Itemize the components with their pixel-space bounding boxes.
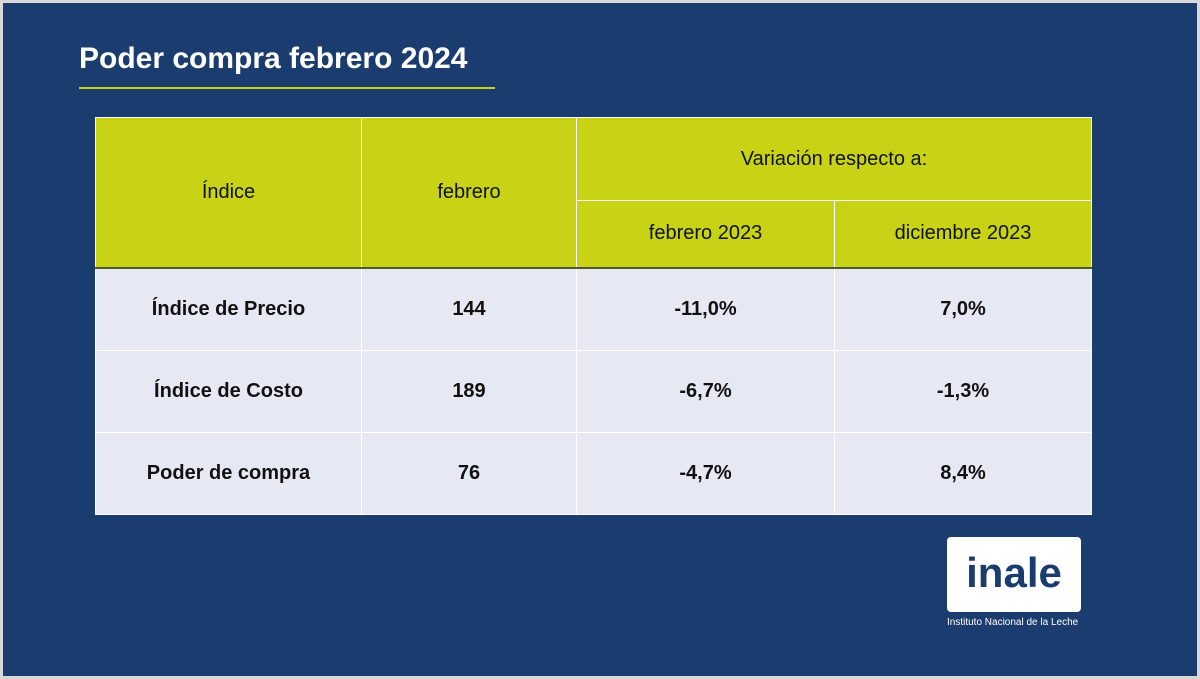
row-label: Índice de Costo (95, 349, 362, 433)
data-table: Índice febrero Variación respecto a: feb… (95, 117, 1092, 515)
page-title: Poder compra febrero 2024 (79, 42, 468, 75)
inale-logo: inale (947, 537, 1081, 612)
row-label: Poder de compra (95, 431, 362, 515)
var-diciembre-2023: 7,0% (834, 267, 1092, 351)
febrero-value: 76 (361, 431, 577, 515)
header-row-bottom: febrero 2023 diciembre 2023 (96, 200, 1092, 269)
febrero-value: 189 (361, 349, 577, 433)
var-febrero-2023: -11,0% (576, 267, 835, 351)
var-diciembre-2023: -1,3% (834, 349, 1092, 433)
header-row-top: Índice febrero Variación respecto a: (95, 117, 1092, 269)
slide: Poder compra febrero 2024 Índice febrero… (3, 3, 1197, 676)
header-indice: Índice (95, 117, 362, 269)
header-variacion: Variación respecto a: (576, 117, 1092, 201)
header-diciembre-2023: diciembre 2023 (834, 200, 1092, 269)
var-febrero-2023: -4,7% (576, 431, 835, 515)
header-febrero-2023: febrero 2023 (576, 200, 835, 269)
logo-caption: Instituto Nacional de la Leche (947, 617, 1079, 628)
table-row: Poder de compra 76 -4,7% 8,4% (95, 431, 1092, 515)
var-febrero-2023: -6,7% (576, 349, 835, 433)
header-febrero: febrero (361, 117, 577, 269)
febrero-value: 144 (361, 267, 577, 351)
logo-text: inale (966, 548, 1062, 596)
table-row: Índice de Precio 144 -11,0% 7,0% (95, 267, 1092, 351)
row-label: Índice de Precio (95, 267, 362, 351)
table-row: Índice de Costo 189 -6,7% -1,3% (95, 349, 1092, 433)
title-underline (79, 87, 495, 89)
var-diciembre-2023: 8,4% (834, 431, 1092, 515)
